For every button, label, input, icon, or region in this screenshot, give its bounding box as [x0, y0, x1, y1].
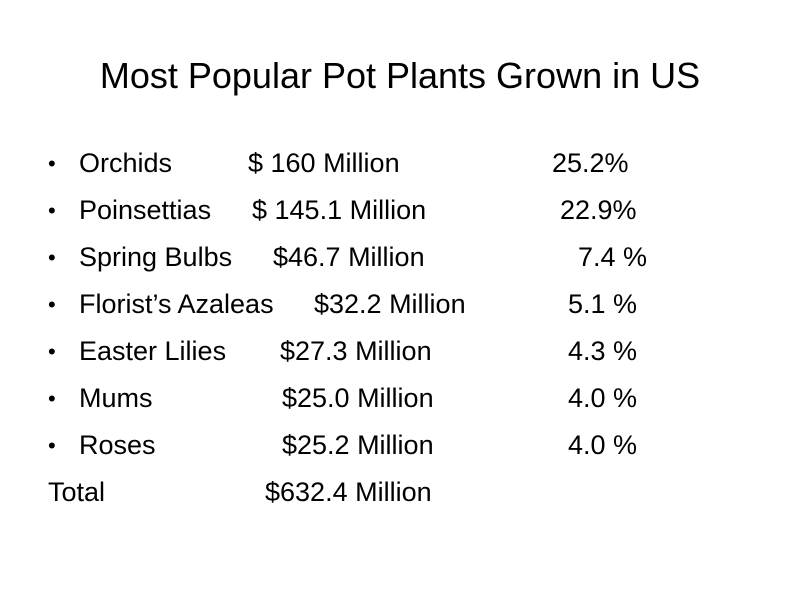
total-row: Total $632.4 Million — [48, 469, 748, 516]
item-name: Spring Bulbs — [79, 242, 233, 272]
list-item-poinsettias: • Poinsettias $ 145.1 Million 22.9% — [48, 187, 748, 234]
bullet-icon: • — [48, 433, 56, 458]
item-percent: 7.4 % — [578, 242, 648, 272]
bullet-icon: • — [48, 386, 56, 411]
list-item-easter-lilies: • Easter Lilies $27.3 Million 4.3 % — [48, 328, 748, 375]
item-name: Roses — [79, 430, 156, 460]
item-amount: $32.2 Million — [314, 289, 466, 319]
item-percent: 5.1 % — [568, 289, 638, 319]
item-name: Easter Lilies — [79, 336, 227, 366]
list-item-roses: • Roses $25.2 Million 4.0 % — [48, 422, 748, 469]
item-percent: 4.0 % — [568, 430, 638, 460]
bullet-list: • Orchids $ 160 Million 25.2% • Poinsett… — [48, 140, 748, 516]
item-percent: 4.3 % — [568, 336, 638, 366]
bullet-icon: • — [48, 245, 56, 270]
total-amount: $632.4 Million — [265, 477, 432, 507]
item-name: Florist’s Azaleas — [79, 289, 274, 319]
bullet-icon: • — [48, 151, 56, 176]
item-amount: $27.3 Million — [280, 336, 432, 366]
total-label: Total — [48, 477, 106, 507]
item-amount: $46.7 Million — [273, 242, 425, 272]
item-name: Orchids — [79, 148, 173, 178]
list-item-spring-bulbs: • Spring Bulbs $46.7 Million 7.4 % — [48, 234, 748, 281]
item-percent: 22.9% — [560, 195, 637, 225]
item-name: Poinsettias — [79, 195, 212, 225]
item-percent: 25.2% — [552, 148, 629, 178]
bullet-icon: • — [48, 198, 56, 223]
list-item-orchids: • Orchids $ 160 Million 25.2% — [48, 140, 748, 187]
item-percent: 4.0 % — [568, 383, 638, 413]
item-amount: $ 160 Million — [248, 148, 400, 178]
list-item-mums: • Mums $25.0 Million 4.0 % — [48, 375, 748, 422]
item-name: Mums — [79, 383, 153, 413]
list-item-florists-azaleas: • Florist’s Azaleas $32.2 Million 5.1 % — [48, 281, 748, 328]
item-amount: $ 145.1 Million — [252, 195, 427, 225]
item-amount: $25.2 Million — [282, 430, 434, 460]
slide-title: Most Popular Pot Plants Grown in US — [99, 55, 701, 96]
bullet-icon: • — [48, 339, 56, 364]
bullet-icon: • — [48, 292, 56, 317]
item-amount: $25.0 Million — [282, 383, 434, 413]
